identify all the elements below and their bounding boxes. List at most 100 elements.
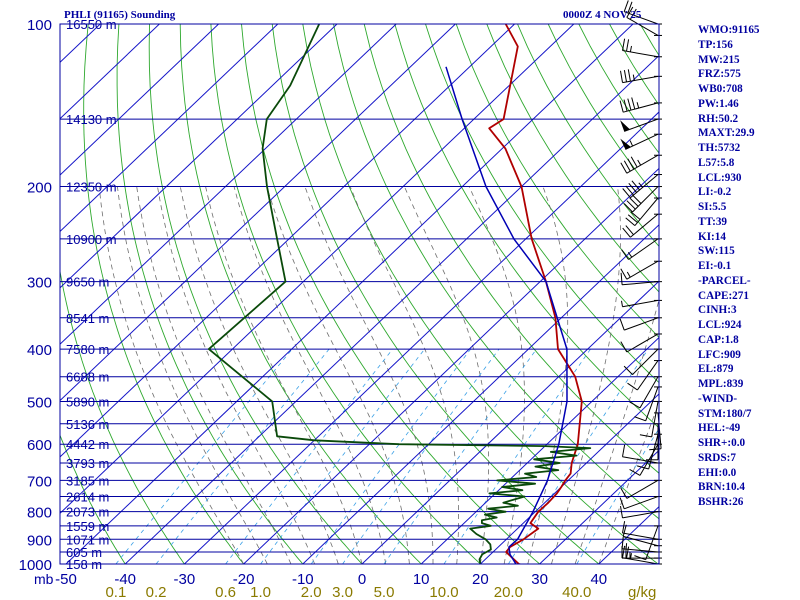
pressure-tick-label: 800 bbox=[27, 505, 52, 522]
mixing-ratio-label: 0.2 bbox=[146, 584, 167, 600]
wind-barb-flag bbox=[622, 227, 631, 238]
isotherm-line bbox=[60, 24, 397, 345]
wind-barb bbox=[621, 238, 662, 260]
wind-barb-half-flag bbox=[626, 271, 631, 278]
index-row: SW:115 bbox=[698, 245, 735, 258]
wind-barb-shaft bbox=[626, 260, 659, 280]
index-row: KI:14 bbox=[698, 230, 726, 243]
pressure-tick-label: 100 bbox=[27, 17, 52, 34]
wind-barb-flag bbox=[620, 272, 623, 285]
wind-barb-shaft bbox=[630, 213, 659, 238]
mixing-ratio-label: 3.0 bbox=[332, 584, 353, 600]
wind-barb-shaft bbox=[622, 50, 659, 58]
isotherm-line bbox=[60, 24, 575, 515]
wind-barb bbox=[622, 444, 662, 464]
height-label: 10900 m bbox=[66, 232, 117, 247]
wind-barb bbox=[619, 317, 662, 331]
wind-barb bbox=[646, 423, 662, 461]
pressure-tick-label: 700 bbox=[27, 473, 52, 490]
height-label: 4442 m bbox=[66, 437, 109, 452]
isotherm-line bbox=[184, 111, 659, 564]
wind-barb-half-flag bbox=[632, 74, 635, 81]
wind-barb bbox=[621, 536, 662, 553]
wind-barb-half-flag bbox=[636, 102, 640, 109]
wind-barb-shaft bbox=[645, 386, 659, 421]
wind-barb-flag bbox=[639, 434, 652, 438]
index-row: LFC:909 bbox=[698, 348, 741, 361]
wind-barb-flag bbox=[622, 545, 626, 558]
wind-barb bbox=[634, 525, 662, 561]
height-label: 5890 m bbox=[66, 394, 109, 409]
wind-barb-shaft bbox=[626, 333, 659, 353]
wind-barb bbox=[629, 376, 662, 409]
pressure-tick-label: 900 bbox=[27, 532, 52, 549]
wind-barb bbox=[627, 360, 662, 391]
wind-barb bbox=[620, 272, 662, 286]
wind-barb-flag bbox=[623, 70, 627, 82]
wind-barb-flag bbox=[629, 468, 641, 476]
wind-barb-pennant bbox=[620, 138, 631, 150]
wind-barb-flag bbox=[632, 194, 642, 204]
index-row: CAP:1.8 bbox=[698, 333, 739, 346]
temperature-tick-label: 20 bbox=[472, 571, 489, 588]
wind-barb-flag bbox=[627, 1, 633, 14]
mixing-ratio-label: 5.0 bbox=[374, 584, 395, 600]
wind-barb bbox=[620, 133, 662, 150]
dry-adiabat-line bbox=[179, 24, 422, 564]
pressure-tick-label: 1000 bbox=[19, 557, 52, 574]
index-row: TT:39 bbox=[698, 215, 728, 228]
isotherm-line bbox=[420, 336, 659, 564]
moist-adiabat-line bbox=[404, 186, 490, 564]
temperature-tick-label: 10 bbox=[413, 571, 430, 588]
wind-barb bbox=[620, 333, 662, 353]
wind-barb-shaft bbox=[622, 456, 659, 464]
wind-barb-flag bbox=[623, 99, 628, 112]
wind-barb-shaft bbox=[622, 75, 659, 84]
index-row: CINH:3 bbox=[698, 304, 737, 317]
temperature-tick-label: 0 bbox=[358, 571, 366, 588]
pressure-tick-label: 300 bbox=[27, 275, 52, 292]
wind-barb-flag bbox=[626, 6, 634, 18]
wind-barb-shaft bbox=[623, 535, 659, 547]
wind-barb-half-flag bbox=[638, 182, 644, 188]
height-label: 14130 m bbox=[66, 112, 117, 127]
wind-barb-shaft bbox=[624, 11, 659, 25]
mixing-ratio-line bbox=[115, 348, 293, 564]
wind-barb bbox=[634, 386, 662, 422]
wind-barb-half-flag bbox=[629, 140, 634, 147]
temperature-tick-label: -30 bbox=[174, 571, 196, 588]
height-label: 1071 m bbox=[66, 532, 109, 547]
station-title: PHLI (91165) Sounding bbox=[64, 9, 176, 21]
index-panel: WMO:91165 TP:156 MW:215 FRZ:575 WB0:708 PW:1.… bbox=[698, 23, 798, 510]
mixing-ratio-line bbox=[508, 348, 649, 564]
temperature-tick-label: 40 bbox=[590, 571, 607, 588]
wind-barb-shaft bbox=[624, 317, 659, 331]
wind-barb-shaft bbox=[628, 238, 659, 260]
wind-barb-flag bbox=[629, 197, 639, 207]
wind-barb bbox=[625, 197, 662, 226]
index-row: LI:-0.2 bbox=[698, 186, 732, 199]
moist-adiabat-line bbox=[98, 186, 244, 564]
wind-barb bbox=[620, 506, 662, 519]
moist-adiabat-line bbox=[117, 186, 268, 564]
height-label: 8541 m bbox=[66, 311, 109, 326]
pressure-tick-label: 200 bbox=[27, 180, 52, 197]
temperature-tick-label: -40 bbox=[114, 571, 136, 588]
wind-barb-flag bbox=[620, 162, 628, 174]
index-row: BSHR:26 bbox=[698, 496, 744, 508]
wind-barb-flag bbox=[619, 100, 624, 113]
index-row: RH:50.2 bbox=[698, 112, 739, 125]
mixing-ratio-unit-label: g/kg bbox=[628, 584, 656, 600]
wind-barb bbox=[620, 260, 662, 280]
moist-adiabat-line bbox=[551, 186, 621, 564]
pressure-unit-label: mb bbox=[34, 571, 54, 587]
dry-adiabat-line bbox=[302, 24, 659, 564]
mixing-ratio-label: 10.0 bbox=[429, 584, 458, 600]
wind-barb-shaft bbox=[636, 360, 659, 391]
wind-barb-flag bbox=[622, 524, 627, 537]
wind-barb-flag bbox=[627, 382, 638, 391]
mixing-ratio-line bbox=[225, 348, 394, 564]
index-row: EI:-0.1 bbox=[698, 260, 732, 272]
wind-barb-shaft bbox=[626, 479, 659, 499]
dry-adiabat-line bbox=[241, 24, 540, 564]
